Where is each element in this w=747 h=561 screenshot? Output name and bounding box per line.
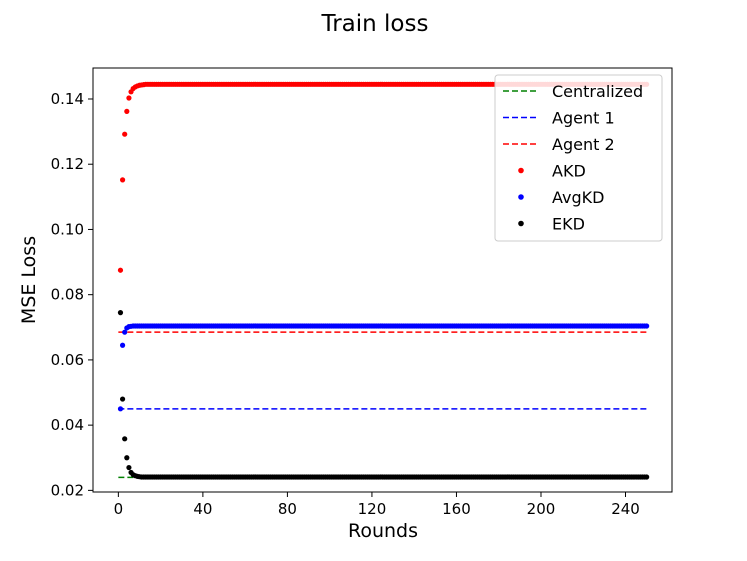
- data-point: [122, 329, 128, 335]
- data-point: [119, 342, 126, 348]
- x-tick-label: 240: [611, 500, 640, 518]
- legend-entry-akd: AKD: [518, 162, 586, 181]
- legend: Centralized Agent 1 Agent 2 AKD AvgKD EKD: [494, 74, 663, 242]
- y-tick-label: 0.12: [51, 155, 84, 173]
- data-point: [117, 406, 124, 412]
- plot-frame: [92, 67, 673, 493]
- data-point: [124, 108, 130, 114]
- data-point: [644, 474, 650, 480]
- legend-swatch: [518, 167, 524, 174]
- chart-title: Train loss: [321, 11, 429, 37]
- legend-swatch: [518, 220, 524, 227]
- data-point: [117, 267, 124, 273]
- legend-label: AKD: [552, 162, 586, 181]
- legend-label: EKD: [552, 215, 585, 234]
- legend-swatch: [518, 194, 524, 200]
- legend-entry-agent-2: Agent 2: [503, 135, 615, 154]
- legend-entry-ekd: EKD: [518, 215, 585, 234]
- y-tick-label: 0.04: [51, 416, 84, 434]
- legend-entry-agent-1: Agent 1: [503, 109, 615, 128]
- x-axis: 0 40 80 120 160 200 240: [114, 492, 640, 518]
- legend-entry-centralized: Centralized: [503, 82, 643, 101]
- x-tick-label: 80: [278, 500, 297, 518]
- legend-box: [494, 74, 663, 242]
- data-point: [126, 95, 132, 101]
- y-tick-label: 0.08: [51, 286, 84, 304]
- x-tick-label: 0: [114, 500, 124, 518]
- x-tick-label: 160: [442, 500, 471, 518]
- y-tick-label: 0.14: [51, 90, 84, 108]
- y-axis-label: MSE Loss: [18, 236, 40, 324]
- legend-label: Agent 1: [552, 109, 615, 128]
- x-tick-label: 200: [527, 500, 556, 518]
- data-point: [644, 323, 650, 329]
- y-tick-label: 0.10: [51, 220, 84, 238]
- series-avgkd: [117, 323, 650, 412]
- y-axis: 0.02 0.04 0.06 0.08 0.10 0.12 0.14: [51, 90, 93, 499]
- legend-label: Agent 2: [552, 135, 615, 154]
- legend-label: Centralized: [552, 82, 643, 101]
- data-point: [119, 177, 126, 183]
- legend-entry-avgkd: AvgKD: [518, 188, 604, 207]
- data-point: [126, 464, 132, 471]
- x-tick-label: 120: [358, 500, 387, 518]
- y-tick-label: 0.02: [51, 481, 84, 499]
- x-axis-label: Rounds: [348, 520, 418, 542]
- series-ekd: [117, 310, 650, 480]
- legend-label: AvgKD: [552, 188, 604, 207]
- y-tick-label: 0.06: [51, 351, 84, 369]
- data-point: [122, 436, 128, 442]
- data-point: [122, 131, 128, 137]
- data-point: [117, 310, 124, 316]
- x-tick-label: 40: [193, 500, 212, 518]
- data-point: [119, 396, 126, 402]
- data-point: [124, 455, 130, 461]
